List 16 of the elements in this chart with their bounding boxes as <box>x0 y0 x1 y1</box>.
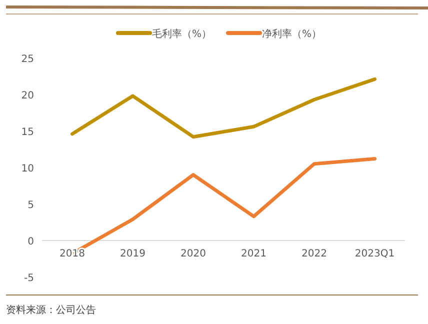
x-tick-label: 2020 <box>180 248 206 260</box>
legend-label: 毛利率（%） <box>152 28 212 40</box>
y-tick-label: 10 <box>21 164 34 174</box>
legend-label: 净利率（%） <box>262 28 322 40</box>
x-tick-label: 2018 <box>60 248 85 260</box>
y-tick-label: 15 <box>21 127 34 138</box>
y-tick-label: 0 <box>28 236 34 248</box>
x-tick-label: 2022 <box>302 248 327 260</box>
y-tick-label: 25 <box>21 54 34 65</box>
y-tick-label: -5 <box>24 273 34 284</box>
y-tick-label: 20 <box>21 90 34 102</box>
x-tick-label: 2023Q1 <box>354 248 395 260</box>
annotation: 资料来源：公司公告 <box>6 305 96 316</box>
y-tick-label: 5 <box>28 200 34 211</box>
x-tick-label: 2019 <box>120 248 146 260</box>
x-tick-label: 2021 <box>241 248 266 260</box>
